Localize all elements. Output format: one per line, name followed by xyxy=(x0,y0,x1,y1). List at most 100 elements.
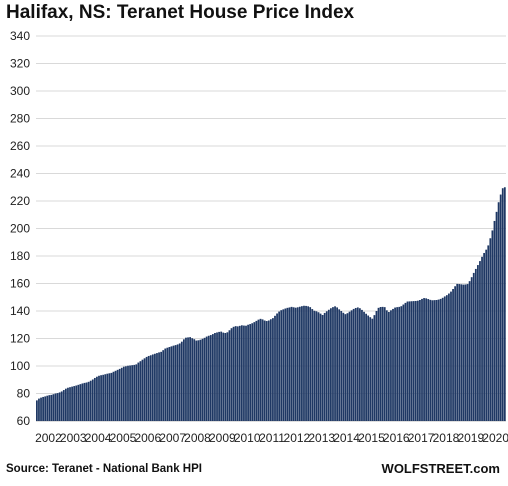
bar xyxy=(396,307,399,421)
x-tick-label: 2015 xyxy=(358,431,385,445)
bar xyxy=(462,284,465,421)
bar xyxy=(135,364,138,421)
bar xyxy=(435,300,438,421)
bar xyxy=(278,311,281,421)
y-tick-label: 340 xyxy=(10,29,30,43)
bar xyxy=(387,311,390,421)
bar xyxy=(359,308,361,421)
bar xyxy=(170,346,173,421)
bar xyxy=(340,311,343,421)
bar xyxy=(141,359,144,421)
bar xyxy=(327,309,330,421)
bar xyxy=(472,272,475,421)
bar xyxy=(377,307,380,421)
bar xyxy=(185,337,187,421)
bar xyxy=(261,319,264,421)
bar xyxy=(265,321,268,421)
bar xyxy=(456,283,459,421)
bar xyxy=(425,298,428,421)
bar xyxy=(479,261,481,421)
bar xyxy=(501,188,504,421)
chart-title: Halifax, NS: Teranet House Price Index xyxy=(6,2,355,23)
y-axis-labels: 60 80 100 120 140 160 180 200 220 240 260 280 300 320… xyxy=(10,29,30,428)
bar xyxy=(443,296,446,421)
bar xyxy=(120,367,123,421)
bar xyxy=(323,312,326,421)
x-axis-labels: 2002200320042005200620072008200920102011… xyxy=(35,431,508,445)
bar xyxy=(309,307,312,421)
x-tick-label: 2018 xyxy=(433,431,460,445)
bar xyxy=(209,335,212,421)
y-tick-label: 300 xyxy=(10,84,30,98)
bar xyxy=(247,324,249,421)
bar xyxy=(313,310,316,421)
bar xyxy=(414,300,417,421)
bar xyxy=(251,323,254,421)
y-tick-label: 320 xyxy=(10,57,30,71)
bar xyxy=(172,345,175,421)
bar xyxy=(137,362,140,421)
bar xyxy=(489,238,492,421)
bar xyxy=(193,339,196,421)
bar xyxy=(468,281,471,421)
bar xyxy=(499,194,502,421)
bar xyxy=(168,347,171,421)
bar xyxy=(412,301,415,421)
x-tick-label: 2016 xyxy=(383,431,410,445)
bar xyxy=(445,295,448,421)
bar xyxy=(224,333,227,421)
bar xyxy=(133,364,136,421)
bar xyxy=(288,307,291,421)
bar xyxy=(187,337,189,421)
y-tick-label: 160 xyxy=(10,277,30,291)
bar xyxy=(452,289,454,421)
bar xyxy=(102,374,105,421)
x-tick-label: 2006 xyxy=(134,431,161,445)
bar xyxy=(116,369,119,421)
bar xyxy=(305,305,307,421)
bar xyxy=(410,301,413,421)
watermark: WOLFSTREET.com xyxy=(381,461,500,476)
bar xyxy=(201,338,204,421)
bar xyxy=(189,337,191,422)
bar xyxy=(381,306,384,422)
bar xyxy=(477,265,479,421)
bar xyxy=(379,307,382,421)
bar xyxy=(419,300,421,421)
bar xyxy=(315,311,318,421)
x-tick-label: 2013 xyxy=(308,431,335,445)
bar xyxy=(145,356,148,421)
bar xyxy=(416,300,419,421)
bar xyxy=(58,392,61,421)
bar xyxy=(311,309,314,421)
bar xyxy=(91,379,94,421)
bar xyxy=(203,337,206,421)
bar xyxy=(257,319,260,421)
bar xyxy=(176,344,179,421)
bar xyxy=(232,326,235,421)
bar xyxy=(336,307,338,421)
x-tick-label: 2011 xyxy=(259,431,285,445)
bar xyxy=(385,310,388,421)
bar xyxy=(220,331,223,422)
bar xyxy=(180,341,183,421)
bar xyxy=(464,284,467,421)
bar xyxy=(143,358,146,421)
x-tick-label: 2008 xyxy=(184,431,211,445)
bar xyxy=(69,387,71,421)
x-tick-label: 2020 xyxy=(482,431,508,445)
bar xyxy=(272,318,274,421)
bars xyxy=(36,187,506,422)
bar xyxy=(129,365,131,421)
bar xyxy=(207,335,210,421)
bar xyxy=(114,370,117,421)
y-tick-label: 220 xyxy=(10,194,30,208)
bar xyxy=(338,309,341,421)
bar xyxy=(334,306,336,421)
y-tick-label: 60 xyxy=(17,414,31,428)
bar xyxy=(497,202,500,421)
bar xyxy=(441,297,444,421)
source-note: Source: Teranet - National Bank HPI xyxy=(6,463,202,475)
bar xyxy=(321,314,324,421)
y-tick-label: 180 xyxy=(10,249,30,263)
